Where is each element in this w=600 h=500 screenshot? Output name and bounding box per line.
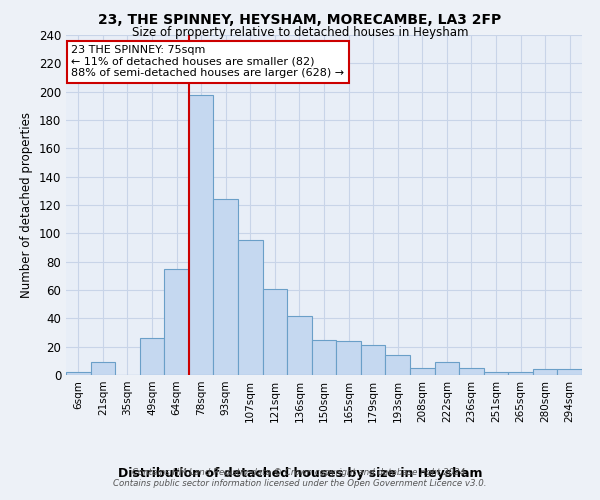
Bar (91, 362, 115, 375)
Bar (263, 288, 287, 375)
Bar (66, 372, 91, 375)
Bar (557, 370, 582, 375)
Text: Size of property relative to detached houses in Heysham: Size of property relative to detached ho… (132, 26, 468, 39)
Y-axis label: Number of detached properties: Number of detached properties (20, 112, 33, 298)
Bar (508, 372, 533, 375)
Bar (336, 341, 361, 375)
Bar (385, 355, 410, 375)
Bar (312, 340, 336, 375)
Text: 23 THE SPINNEY: 75sqm
← 11% of detached houses are smaller (82)
88% of semi-deta: 23 THE SPINNEY: 75sqm ← 11% of detached … (71, 45, 344, 78)
Text: 23, THE SPINNEY, HEYSHAM, MORECAMBE, LA3 2FP: 23, THE SPINNEY, HEYSHAM, MORECAMBE, LA3… (98, 12, 502, 26)
Bar (484, 372, 508, 375)
Bar (459, 368, 484, 375)
Bar (361, 345, 385, 375)
Text: Contains HM Land Registry data © Crown copyright and database right 2024.
Contai: Contains HM Land Registry data © Crown c… (113, 468, 487, 487)
Bar (410, 368, 434, 375)
Bar (287, 316, 312, 375)
Bar (238, 240, 263, 375)
Bar (164, 269, 189, 375)
Bar (214, 200, 238, 375)
Bar (533, 370, 557, 375)
Text: Distribution of detached houses by size in Heysham: Distribution of detached houses by size … (118, 468, 482, 480)
Bar (434, 362, 459, 375)
Bar (189, 94, 214, 375)
Bar (140, 338, 164, 375)
